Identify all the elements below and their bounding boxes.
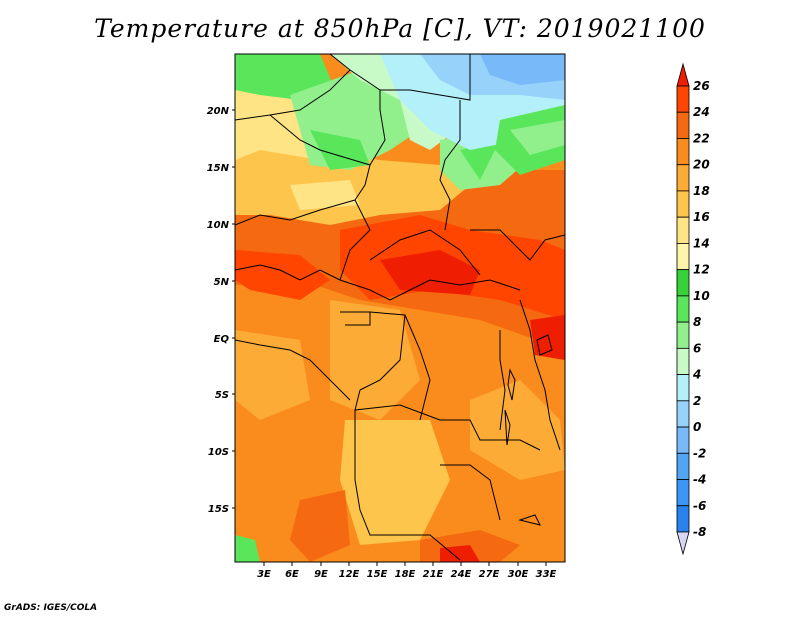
lat-tick-10s: 10S [208, 447, 235, 458]
colorbar-segment [676, 505, 690, 533]
colorbar-segment [676, 269, 690, 297]
lat-tick-5s: 5S [215, 390, 235, 401]
longitude-axis: 3E 6E 9E 12E 15E 18E 21E 24E 27E 30E 33E [257, 562, 557, 580]
colorbar-label: 14 [693, 236, 710, 250]
colorbar-segment [676, 190, 690, 218]
colorbar-arrow-top [676, 62, 690, 87]
colorbar-segment [676, 321, 690, 349]
lat-tick-20n: 20N [207, 106, 235, 117]
colorbar-label: -6 [693, 499, 706, 513]
colorbar-label: -8 [693, 525, 706, 539]
colorbar-segment [676, 164, 690, 192]
lon-label: 15E [367, 569, 388, 580]
lon-label: 21E [423, 569, 444, 580]
colorbar-segment [676, 452, 690, 480]
colorbar-segment [676, 138, 690, 166]
lat-label: 15S [208, 504, 229, 515]
lon-tick-24e: 24E [451, 562, 472, 580]
latitude-axis: 20N 15N 10N 5N EQ 5S 10S 15S [207, 106, 235, 515]
country-borders [235, 54, 565, 561]
lat-tick-15s: 15S [208, 504, 235, 515]
lat-tick-15n: 15N [207, 163, 235, 174]
lat-tick-5n: 5N [214, 277, 235, 288]
lakes [504, 334, 553, 526]
colorbar-label: 2 [693, 394, 701, 408]
colorbar-label: -4 [693, 473, 706, 487]
map-frame [234, 53, 566, 563]
lat-label: 10N [207, 220, 230, 231]
lon-label: 33E [536, 569, 557, 580]
lon-tick-12e: 12E [339, 562, 360, 580]
colorbar-label: 6 [693, 341, 701, 355]
colorbar-segment [676, 295, 690, 323]
colorbar-label: 10 [693, 289, 710, 303]
temperature-field [235, 54, 565, 562]
lon-label: 18E [395, 569, 416, 580]
colorbar-label: 0 [693, 420, 701, 434]
lon-tick-21e: 21E [423, 562, 444, 580]
colorbar-segment [676, 374, 690, 402]
colorbar-segment [676, 85, 690, 113]
colorbar-segment [676, 479, 690, 507]
lat-label: 20N [207, 106, 230, 117]
lat-label: 5N [214, 277, 230, 288]
map-title: Temperature at 850hPa [C], VT: 201902110… [94, 14, 706, 43]
colorbar-label: 4 [692, 368, 701, 382]
lat-label: 15N [207, 163, 230, 174]
lon-label: 30E [508, 569, 529, 580]
lon-tick-27e: 27E [479, 562, 500, 580]
colorbar-segment [676, 347, 690, 375]
colorbar-label: 18 [693, 184, 710, 198]
lon-tick-6e: 6E [285, 562, 299, 580]
colorbar-arrow-bottom [676, 531, 690, 556]
lon-tick-30e: 30E [508, 562, 529, 580]
lon-label: 24E [451, 569, 472, 580]
lat-label: 5S [215, 390, 229, 401]
colorbar-label: 16 [693, 210, 710, 224]
colorbar-label: 26 [693, 79, 710, 93]
lat-label: 10S [208, 447, 229, 458]
colorbar-label: 12 [693, 263, 710, 277]
colorbar-segment [676, 400, 690, 428]
lat-tick-10n: 10N [207, 220, 235, 231]
colorbar-label: 24 [693, 105, 710, 119]
lon-tick-33e: 33E [536, 562, 557, 580]
lon-tick-18e: 18E [395, 562, 416, 580]
colorbar-label: 20 [693, 158, 710, 172]
lat-label: EQ [214, 334, 230, 345]
lon-tick-9e: 9E [314, 562, 328, 580]
colorbar-segment [676, 426, 690, 454]
colorbar-segment [676, 216, 690, 244]
colorbar-segment [676, 111, 690, 139]
lon-label: 6E [285, 569, 299, 580]
colorbar-segment [676, 243, 690, 271]
lon-label: 3E [257, 569, 271, 580]
lon-tick-3e: 3E [257, 562, 271, 580]
lon-label: 12E [339, 569, 360, 580]
lon-label: 27E [479, 569, 500, 580]
lon-label: 9E [314, 569, 328, 580]
colorbar-label: -2 [693, 446, 706, 460]
lon-tick-15e: 15E [367, 562, 388, 580]
colorbar-label: 22 [693, 131, 710, 145]
grads-credit: GrADS: IGES/COLA [4, 603, 98, 613]
colorbar-label: 8 [693, 315, 701, 329]
lat-tick-eq: EQ [214, 334, 235, 345]
